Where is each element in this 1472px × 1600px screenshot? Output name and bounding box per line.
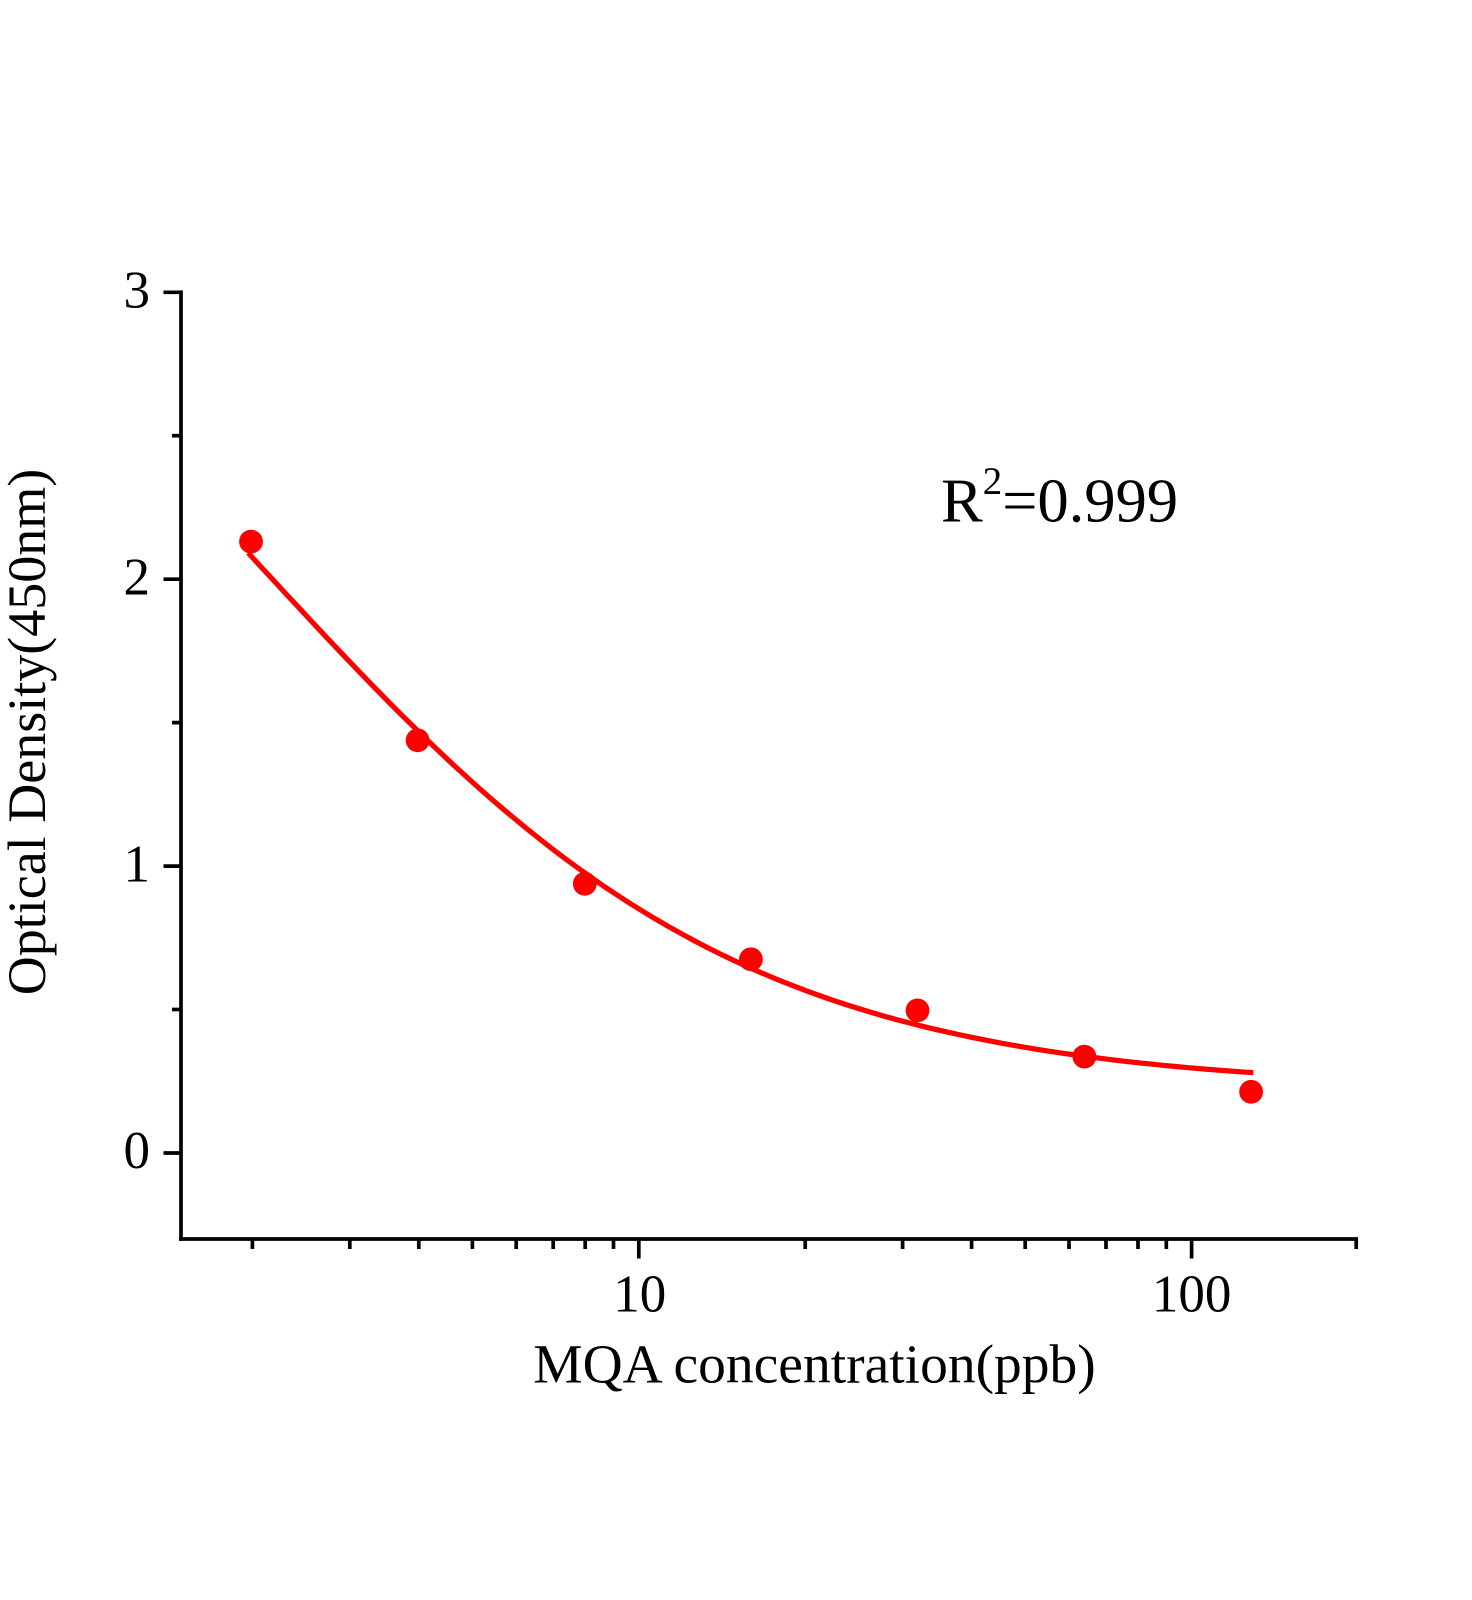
svg-text:100: 100 xyxy=(1152,1266,1232,1324)
svg-text:Optical Density(450nm): Optical Density(450nm) xyxy=(0,469,57,995)
svg-text:0: 0 xyxy=(124,1122,151,1180)
svg-text:3: 3 xyxy=(124,262,151,320)
svg-text:10: 10 xyxy=(613,1266,666,1324)
svg-text:MQA concentration(ppb): MQA concentration(ppb) xyxy=(533,1335,1096,1396)
svg-text:2: 2 xyxy=(124,548,151,606)
svg-text:1: 1 xyxy=(124,835,151,893)
